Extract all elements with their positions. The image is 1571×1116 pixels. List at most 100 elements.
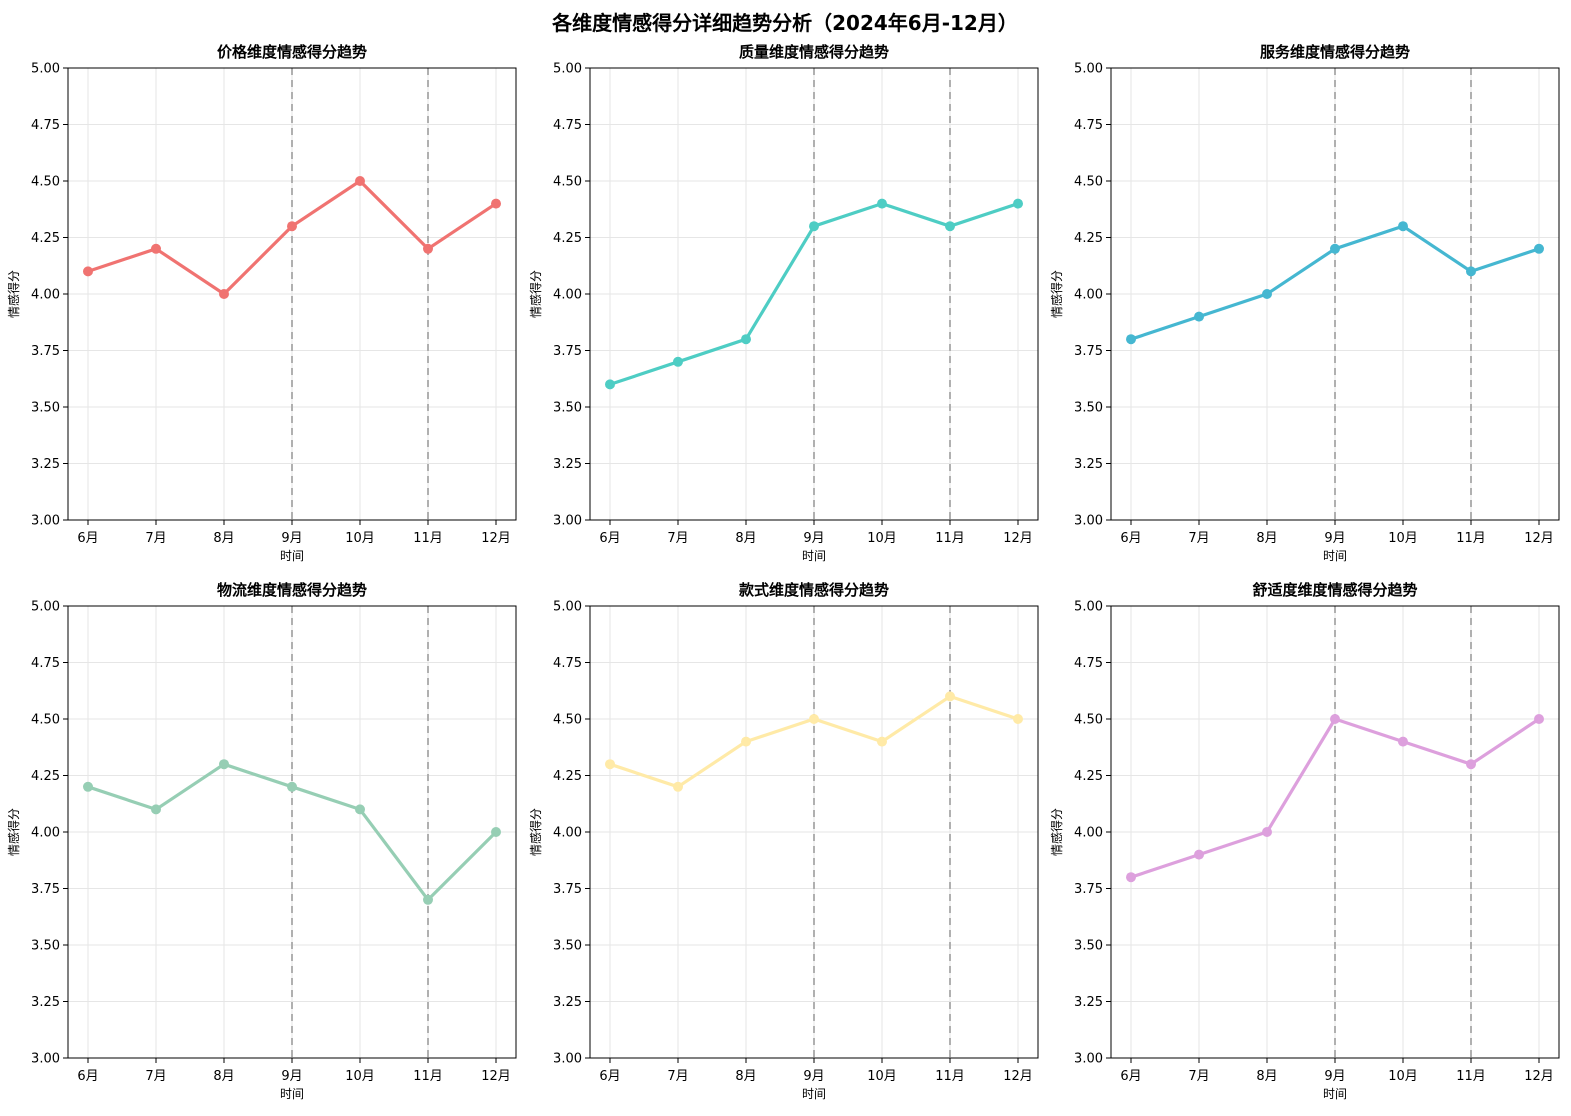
chart-title: 价格维度情感得分趋势 (217, 43, 367, 61)
y-tick-label: 4.00 (31, 288, 60, 303)
x-tick-label: 8月 (213, 531, 234, 546)
y-tick-label: 4.75 (1074, 656, 1103, 671)
x-tick-label: 7月 (145, 531, 166, 546)
x-tick-label: 9月 (1324, 531, 1345, 546)
data-point (1126, 872, 1136, 883)
chart-panel-4: 3.00 3.25 3.50 3.75 4.00 4.25 4.50 4.75 5.00 6月 7月… (6, 581, 517, 1101)
y-tick-label: 3.50 (1074, 939, 1103, 954)
x-tick-label: 9月 (803, 1069, 824, 1084)
data-point (1126, 334, 1136, 345)
x-tick-label: 11月 (935, 531, 965, 546)
data-point (877, 198, 887, 209)
x-tick-label: 8月 (735, 1069, 756, 1084)
x-tick-label: 9月 (1324, 1069, 1345, 1084)
chart-title: 物流维度情感得分趋势 (217, 581, 367, 599)
x-tick-label: 9月 (803, 531, 824, 546)
data-point (491, 198, 501, 209)
x-tick-label: 12月 (481, 531, 511, 546)
x-tick-label: 12月 (1003, 531, 1033, 546)
x-tick-label: 11月 (1456, 1069, 1486, 1084)
data-point (287, 781, 297, 792)
data-point (1330, 714, 1340, 724)
y-tick-label: 4.50 (1074, 713, 1103, 728)
y-tick-label: 3.75 (31, 344, 60, 359)
chart-panel-2: 3.00 3.25 3.50 3.75 4.00 4.25 4.50 4.75 5.00 6月 7月… (528, 43, 1039, 563)
data-point (1330, 243, 1340, 254)
data-point (491, 827, 501, 837)
x-tick-label: 10月 (867, 531, 897, 546)
y-tick-label: 4.75 (553, 656, 582, 671)
y-axis-label: 情感得分 (6, 808, 21, 856)
data-point (809, 221, 819, 232)
data-point (1013, 714, 1023, 724)
data-point (673, 781, 683, 792)
x-tick-label: 7月 (1188, 1069, 1209, 1084)
y-tick-label: 5.00 (1074, 62, 1103, 77)
y-tick-label: 3.50 (553, 401, 582, 416)
y-tick-label: 4.00 (1074, 288, 1103, 303)
y-axis-label: 情感得分 (1049, 270, 1064, 318)
y-tick-label: 3.75 (1074, 344, 1103, 359)
x-tick-label: 10月 (345, 531, 375, 546)
x-axis-label: 时间 (1323, 549, 1347, 563)
x-tick-label: 7月 (667, 531, 688, 546)
y-tick-label: 3.00 (1074, 514, 1103, 529)
data-point (741, 736, 751, 747)
y-tick-label: 3.25 (553, 457, 582, 472)
y-tick-label: 3.00 (31, 1052, 60, 1067)
data-point (423, 894, 433, 905)
x-tick-label: 8月 (1256, 531, 1277, 546)
data-point (945, 221, 955, 232)
y-tick-label: 4.00 (553, 826, 582, 841)
y-axis-label: 情感得分 (6, 270, 21, 318)
x-tick-label: 10月 (1388, 531, 1418, 546)
y-tick-label: 3.00 (1074, 1052, 1103, 1067)
x-tick-label: 8月 (735, 531, 756, 546)
x-tick-label: 6月 (599, 531, 620, 546)
x-tick-label: 8月 (1256, 1069, 1277, 1084)
data-point (219, 289, 229, 299)
y-tick-label: 4.25 (1074, 231, 1103, 246)
x-tick-label: 7月 (145, 1069, 166, 1084)
y-tick-label: 4.25 (553, 769, 582, 784)
y-tick-label: 3.00 (553, 514, 582, 529)
x-tick-label: 7月 (667, 1069, 688, 1084)
y-tick-label: 4.75 (31, 656, 60, 671)
x-tick-label: 7月 (1188, 531, 1209, 546)
x-tick-label: 11月 (1456, 531, 1486, 546)
data-point (1262, 289, 1272, 299)
data-point (1013, 198, 1023, 209)
y-tick-label: 3.25 (553, 995, 582, 1010)
x-axis-label: 时间 (802, 549, 826, 563)
x-axis-label: 时间 (280, 1087, 304, 1101)
x-tick-label: 9月 (281, 531, 302, 546)
data-point (1534, 243, 1544, 254)
data-point (741, 334, 751, 345)
y-tick-label: 4.25 (553, 231, 582, 246)
y-tick-label: 5.00 (553, 600, 582, 615)
chart-panel-1: 3.00 3.25 3.50 3.75 4.00 4.25 4.50 4.75 5.00 6月 7月… (6, 43, 517, 563)
data-point (83, 266, 93, 277)
y-tick-label: 3.75 (1074, 882, 1103, 897)
data-point (673, 356, 683, 367)
y-axis-label: 情感得分 (528, 270, 543, 318)
y-tick-label: 3.50 (1074, 401, 1103, 416)
data-point (423, 243, 433, 254)
y-tick-label: 4.75 (1074, 118, 1103, 133)
y-axis-label: 情感得分 (1049, 808, 1064, 856)
chart-title: 款式维度情感得分趋势 (739, 581, 889, 599)
chart-title: 服务维度情感得分趋势 (1260, 43, 1410, 61)
y-tick-label: 3.00 (31, 514, 60, 529)
data-point (1534, 714, 1544, 724)
x-tick-label: 6月 (1120, 1069, 1141, 1084)
data-point (1466, 266, 1476, 277)
chart-panel-3: 3.00 3.25 3.50 3.75 4.00 4.25 4.50 4.75 5.00 6月 7月… (1049, 43, 1560, 563)
data-point (83, 781, 93, 792)
data-point (1194, 849, 1204, 860)
x-tick-label: 6月 (77, 1069, 98, 1084)
chart-title: 质量维度情感得分趋势 (739, 43, 889, 61)
y-tick-label: 4.25 (31, 769, 60, 784)
y-tick-label: 4.50 (1074, 175, 1103, 190)
y-tick-label: 5.00 (1074, 600, 1103, 615)
